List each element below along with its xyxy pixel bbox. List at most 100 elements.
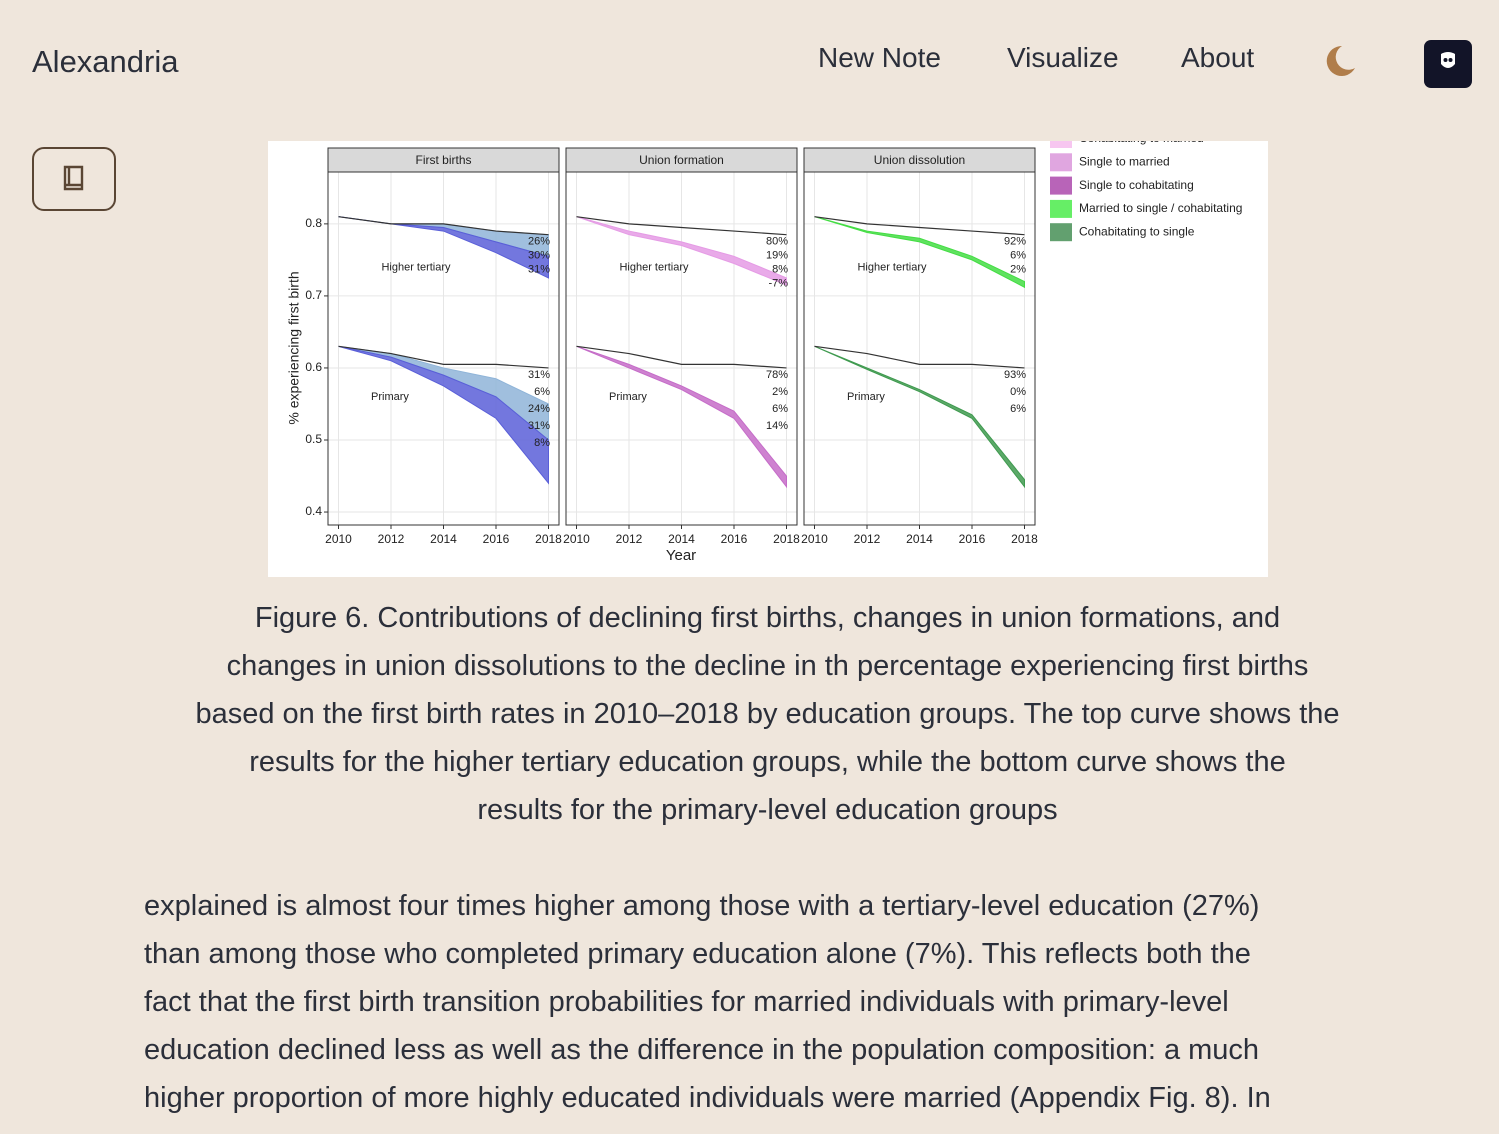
pct-label: 24% [528,403,550,415]
body-line: fact that the first birth transition pro… [144,986,1229,1018]
pct-label: 26% [528,236,550,248]
x-tick-label: 2014 [906,532,933,546]
body-line: than among those who completed primary e… [144,938,1251,970]
caption-line: results for the higher tertiary educatio… [249,746,1286,778]
x-tick-label: 2018 [773,532,800,546]
x-axis-label: Year [666,547,696,564]
body-line: explained is almost four times higher am… [144,890,1260,922]
x-tick-label: 2018 [535,532,562,546]
panel-title: Union formation [639,153,724,167]
avatar-eye [1448,58,1453,62]
x-tick-label: 2014 [668,532,695,546]
legend-label: Married to single / cohabitating [1079,201,1242,215]
band [576,216,787,286]
counterfactual-line [814,216,1025,236]
pct-label: 19% [766,250,788,262]
y-tick-label: 0.6 [305,360,322,374]
x-tick-label: 2010 [325,532,352,546]
pct-label: 92% [1004,236,1026,248]
band [814,216,1025,289]
legend-label: Cohabitating to single [1079,224,1195,238]
pct-label: 80% [766,236,788,248]
pct-label: 93% [1004,369,1026,381]
panel-border [327,171,560,526]
x-tick-label: 2010 [801,532,828,546]
x-tick-label: 2010 [563,532,590,546]
caption-line: results for the primary-level education … [477,794,1058,826]
pct-label: 14% [766,420,788,432]
strip [803,147,1036,173]
body-line: education declined less as well as the d… [144,1034,1260,1066]
x-tick-label: 2016 [483,532,510,546]
band [814,345,1025,489]
nav-link[interactable]: New Note [818,42,941,73]
nav-link[interactable]: About [1181,42,1255,73]
band [338,216,549,279]
avatar-eye [1443,58,1448,62]
group-label: Primary [609,391,647,403]
counterfactual-line [814,345,1025,369]
x-tick-label: 2018 [1011,532,1038,546]
nav-link[interactable]: Visualize [1007,42,1119,73]
panel-title: Union dissolution [874,153,965,167]
counterfactual-line [338,345,549,369]
legend-swatch [1050,176,1072,195]
pct-label: 0% [1010,386,1026,398]
counterfactual-line [576,345,787,369]
legend-label: Single to cohabitating [1079,178,1194,192]
x-tick-label: 2016 [721,532,748,546]
legend-swatch [1050,199,1072,218]
brand[interactable]: Alexandria [32,44,179,79]
counterfactual-line [338,216,549,236]
caption-line: based on the first birth rates in 2010–2… [195,698,1340,730]
x-tick-label: 2012 [378,532,405,546]
counterfactual-line [576,216,787,236]
pct-label: 31% [528,264,550,276]
caption-line: changes in union dissolutions to the dec… [226,650,1309,682]
legend-swatch [1050,223,1072,242]
figure: First births 2010 2012 2014 2016 2018 Higher t… [268,141,1268,577]
theme-toggle[interactable] [1320,42,1358,80]
band [576,345,787,489]
legend-swatch [1050,153,1072,172]
x-tick-label: 2012 [616,532,643,546]
pct-label: 31% [528,369,550,381]
pct-label: 6% [1010,403,1026,415]
book-icon [63,165,84,191]
pct-label: 8% [772,264,788,276]
pct-label: 2% [772,386,788,398]
body-line: higher proportion of more highly educate… [144,1082,1271,1114]
group-label: Higher tertiary [857,262,927,274]
pct-label: 6% [1010,250,1026,262]
caption-line: Figure 6. Contributions of declining fir… [254,602,1281,634]
button-border [32,147,116,211]
x-tick-label: 2012 [854,532,881,546]
legend-label: Single to married [1079,154,1170,168]
y-tick-label: 0.8 [305,216,322,230]
strip [327,147,560,173]
pct-label: -7% [768,278,788,290]
y-tick-label: 0.7 [305,288,322,302]
x-tick-label: 2014 [430,532,457,546]
pct-label: 8% [534,437,550,449]
pct-label: 2% [1010,264,1026,276]
pct-label: 30% [528,250,550,262]
moon-icon [1326,45,1355,76]
y-tick-label: 0.4 [305,504,322,518]
panel-border [565,171,798,526]
pct-label: 6% [534,386,550,398]
pct-label: 31% [528,420,550,432]
y-axis-label: % experiencing first birth [286,271,302,424]
pct-label: 78% [766,369,788,381]
y-tick-label: 0.5 [305,432,322,446]
avatar[interactable] [1424,40,1472,88]
legend-label: Cohabitating to married [1079,141,1204,145]
x-tick-label: 2016 [959,532,986,546]
library-button[interactable] [32,147,116,211]
legend-swatch [1050,141,1072,148]
pct-label: 6% [772,403,788,415]
group-label: Primary [847,391,885,403]
band [338,345,549,485]
